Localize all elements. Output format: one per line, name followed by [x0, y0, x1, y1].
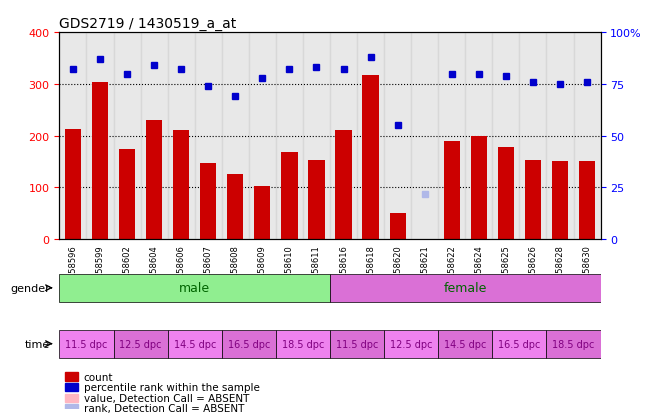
Text: male: male	[179, 282, 211, 294]
Bar	[546, 33, 574, 240]
FancyBboxPatch shape	[59, 330, 114, 358]
Text: 18.5 dpc: 18.5 dpc	[552, 339, 595, 349]
Bar	[59, 33, 86, 240]
Bar	[200, 163, 216, 240]
Bar	[119, 149, 135, 240]
Bar	[92, 83, 108, 240]
Bar	[579, 162, 595, 240]
Bar	[65, 383, 79, 392]
Text: 11.5 dpc: 11.5 dpc	[65, 339, 108, 349]
Bar	[303, 33, 330, 240]
FancyBboxPatch shape	[492, 330, 546, 358]
FancyBboxPatch shape	[330, 274, 601, 302]
Bar	[249, 33, 276, 240]
Bar	[65, 404, 79, 412]
FancyBboxPatch shape	[276, 330, 330, 358]
Text: 14.5 dpc: 14.5 dpc	[174, 339, 216, 349]
Bar	[492, 33, 519, 240]
Text: count: count	[84, 372, 114, 382]
Bar	[357, 33, 384, 240]
FancyBboxPatch shape	[168, 330, 222, 358]
Text: 16.5 dpc: 16.5 dpc	[228, 339, 270, 349]
Bar	[65, 130, 81, 240]
Bar	[65, 394, 79, 402]
FancyBboxPatch shape	[222, 330, 276, 358]
Bar	[335, 131, 352, 240]
Bar	[438, 33, 465, 240]
Text: GDS2719 / 1430519_a_at: GDS2719 / 1430519_a_at	[59, 17, 237, 31]
Bar	[114, 33, 141, 240]
Bar	[195, 33, 222, 240]
Bar	[444, 142, 460, 240]
Bar	[227, 175, 244, 240]
Bar	[86, 33, 114, 240]
Bar	[281, 153, 298, 240]
Bar	[471, 136, 487, 240]
Text: percentile rank within the sample: percentile rank within the sample	[84, 382, 259, 392]
FancyBboxPatch shape	[330, 330, 384, 358]
Bar	[498, 148, 514, 240]
Text: 11.5 dpc: 11.5 dpc	[336, 339, 378, 349]
Bar	[525, 161, 541, 240]
Text: female: female	[444, 282, 487, 294]
Text: 16.5 dpc: 16.5 dpc	[498, 339, 541, 349]
FancyBboxPatch shape	[438, 330, 492, 358]
Bar	[168, 33, 195, 240]
Bar	[519, 33, 546, 240]
Text: rank, Detection Call = ABSENT: rank, Detection Call = ABSENT	[84, 403, 244, 413]
Text: 18.5 dpc: 18.5 dpc	[282, 339, 324, 349]
Text: 12.5 dpc: 12.5 dpc	[119, 339, 162, 349]
FancyBboxPatch shape	[546, 330, 601, 358]
FancyBboxPatch shape	[59, 274, 330, 302]
Text: gender: gender	[11, 283, 50, 293]
Bar	[384, 33, 411, 240]
Text: 12.5 dpc: 12.5 dpc	[390, 339, 432, 349]
Bar	[308, 161, 325, 240]
Bar	[146, 121, 162, 240]
Text: time: time	[25, 339, 50, 349]
FancyBboxPatch shape	[384, 330, 438, 358]
Text: 14.5 dpc: 14.5 dpc	[444, 339, 486, 349]
Bar	[222, 33, 249, 240]
Bar	[411, 33, 438, 240]
Bar	[254, 186, 271, 240]
Bar	[141, 33, 168, 240]
Bar	[465, 33, 492, 240]
Bar	[65, 373, 79, 381]
Bar	[173, 131, 189, 240]
Bar	[552, 162, 568, 240]
Bar	[389, 214, 406, 240]
Bar	[362, 75, 379, 240]
FancyBboxPatch shape	[114, 330, 168, 358]
Bar	[276, 33, 303, 240]
Bar	[574, 33, 601, 240]
Bar	[330, 33, 357, 240]
Text: value, Detection Call = ABSENT: value, Detection Call = ABSENT	[84, 393, 249, 403]
